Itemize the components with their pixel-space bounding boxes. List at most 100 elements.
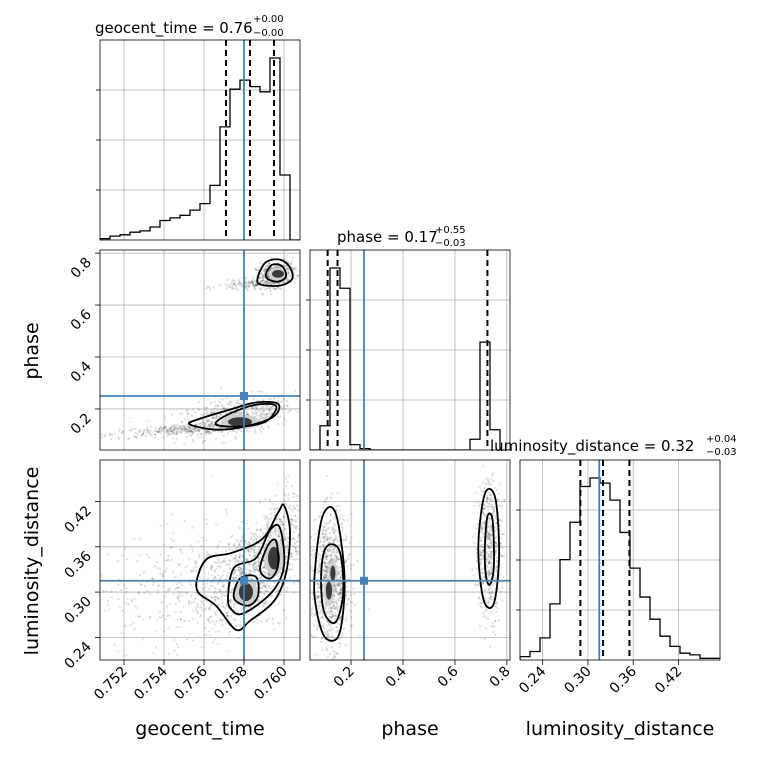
sample-point [280, 593, 283, 596]
sample-point [173, 428, 176, 431]
sample-point [208, 285, 211, 289]
sample-point [324, 556, 327, 559]
sample-point [264, 590, 267, 593]
sample-point [238, 573, 241, 577]
sample-point [148, 592, 151, 595]
sample-point [198, 430, 201, 433]
sample-point [274, 531, 277, 534]
sample-point [239, 546, 242, 549]
sample-point [330, 554, 333, 557]
sample-point [212, 425, 215, 428]
sample-point [335, 590, 338, 594]
sample-point [332, 637, 335, 640]
sample-point [177, 590, 180, 593]
sample-point [229, 598, 232, 601]
sample-point [307, 557, 309, 559]
sample-point [178, 563, 181, 566]
sample-point [335, 557, 338, 560]
sample-point [235, 576, 238, 580]
sample-point [291, 558, 295, 561]
sample-point [231, 287, 234, 290]
sample-point [488, 562, 491, 565]
sample-point [253, 554, 257, 557]
sample-point [491, 474, 494, 477]
sample-point [487, 571, 490, 574]
sample-point [491, 499, 494, 502]
sample-point [296, 517, 299, 520]
sample-point [246, 519, 249, 522]
sample-point [125, 590, 128, 594]
sample-point [313, 619, 315, 621]
sample-point [345, 535, 348, 538]
sample-point [247, 281, 250, 284]
sample-point [194, 429, 197, 432]
sample-point [173, 442, 176, 445]
sample-point [264, 416, 267, 419]
sample-point [268, 263, 271, 266]
sample-point [323, 540, 326, 543]
sample-point [213, 611, 216, 614]
sample-point [324, 552, 327, 555]
sample-point [487, 544, 490, 548]
sample-point [332, 598, 335, 601]
sample-point [252, 281, 255, 284]
sample-point [333, 516, 336, 519]
sample-point [154, 565, 157, 568]
sample-point [177, 598, 180, 601]
sample-point [238, 552, 241, 555]
sample-point [100, 574, 103, 577]
sample-point [273, 264, 276, 267]
sample-point [255, 269, 259, 272]
sample-point [331, 613, 335, 616]
sample-point [249, 605, 252, 609]
sample-point [210, 401, 213, 404]
sample-point [262, 566, 265, 569]
sample-point [314, 533, 317, 536]
sample-point [334, 554, 337, 557]
sample-point [320, 637, 323, 640]
sample-point [337, 584, 340, 587]
sample-point [294, 266, 297, 269]
sample-point [332, 605, 335, 608]
sample-point [209, 584, 212, 587]
sample-point [289, 262, 292, 266]
sample-point [335, 602, 338, 606]
sample-point [334, 605, 337, 608]
sample-point [170, 513, 174, 516]
sample-point [491, 550, 494, 554]
sample-point [252, 276, 255, 279]
sample-point [291, 537, 294, 541]
contour-geocent-time-luminosity-distance-1 [259, 538, 280, 580]
sample-point [262, 546, 266, 549]
sample-point [332, 603, 335, 606]
sample-point [488, 532, 492, 535]
sample-point [333, 522, 336, 526]
sample-point [150, 434, 153, 437]
sample-point [204, 633, 207, 636]
sample-point [282, 492, 285, 495]
sample-point [329, 606, 333, 609]
sample-point [197, 409, 200, 412]
sample-point [133, 597, 136, 601]
sample-point [124, 625, 127, 628]
sample-point [315, 598, 318, 601]
sample-point [249, 547, 252, 550]
sample-point [261, 262, 264, 265]
sample-point [255, 414, 258, 418]
sample-point [326, 624, 330, 627]
sample-point [277, 265, 280, 268]
sample-point [195, 592, 198, 595]
sample-point [254, 415, 257, 418]
sample-point [295, 550, 298, 553]
sample-point [190, 414, 194, 417]
sample-point [325, 610, 329, 614]
sample-point [199, 576, 202, 579]
sample-point [237, 402, 240, 405]
sample-point [205, 518, 208, 521]
sample-point [317, 625, 320, 628]
sample-point [288, 278, 291, 282]
sample-point [331, 526, 334, 529]
sample-point [233, 543, 236, 546]
sample-point [129, 623, 132, 626]
sample-point [204, 433, 207, 436]
